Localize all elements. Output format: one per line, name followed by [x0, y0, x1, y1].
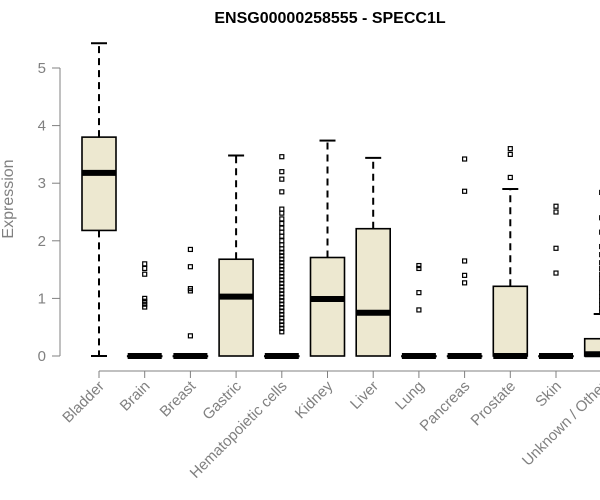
outlier-point	[279, 176, 285, 182]
outlier-point	[279, 233, 285, 239]
box-group	[81, 42, 117, 357]
x-tick-label: Lung	[392, 378, 428, 414]
outlier-point	[553, 203, 559, 209]
plot-area	[81, 42, 600, 359]
box-group	[355, 156, 392, 357]
x-tick-label: Gastric	[199, 377, 245, 423]
outlier-point	[553, 245, 559, 251]
outlier-point	[507, 146, 513, 152]
outlier-point	[416, 262, 422, 269]
box-group	[218, 154, 254, 357]
outlier-point	[279, 206, 285, 212]
x-tick-label: Prostate	[468, 378, 520, 430]
y-axis-label: Expression	[0, 159, 17, 238]
box-iqr	[492, 285, 529, 357]
outlier-point	[416, 290, 422, 296]
outlier-point	[142, 301, 148, 307]
box-group	[446, 156, 483, 359]
box-group	[401, 262, 437, 359]
box-group	[538, 203, 574, 359]
outlier-point	[142, 295, 148, 301]
outlier-point	[279, 225, 285, 231]
outlier-point	[279, 169, 285, 175]
y-tick-label: 0	[38, 348, 46, 365]
outlier-point	[142, 265, 148, 272]
outlier-point	[279, 242, 285, 248]
box-iqr	[81, 136, 117, 232]
outlier-point	[279, 210, 285, 216]
outlier-point	[187, 333, 193, 339]
outlier-point	[553, 209, 559, 215]
box-group	[172, 246, 209, 359]
outlier-point	[187, 246, 193, 253]
box-iqr	[309, 256, 346, 357]
outlier-point	[279, 216, 285, 222]
outlier-point	[462, 258, 468, 264]
outlier-point	[279, 154, 285, 160]
y-axis: 0 1 2 3 4 5	[38, 60, 61, 365]
outlier-point	[142, 304, 148, 310]
x-tick-label: Kidney	[292, 377, 337, 422]
outlier-point	[142, 261, 148, 267]
box-group	[263, 154, 300, 359]
outlier-point	[187, 264, 193, 270]
outlier-point	[142, 298, 148, 304]
box-group	[492, 146, 529, 359]
box-iqr	[355, 227, 392, 357]
x-tick-label: Pancreas	[417, 378, 474, 435]
x-tick-label: Skin	[532, 378, 565, 411]
outlier-point	[279, 220, 285, 227]
box-group	[583, 189, 600, 358]
outlier-point	[416, 265, 422, 272]
outlier-point	[279, 229, 285, 235]
x-tick-label: Liver	[347, 378, 382, 413]
box-group	[126, 261, 163, 359]
y-tick-label: 4	[38, 118, 46, 135]
y-tick-label: 2	[38, 233, 46, 250]
box-iqr	[218, 258, 254, 357]
x-tick-label: Breast	[157, 377, 200, 420]
outlier-point	[507, 151, 513, 157]
x-tick-label: Brain	[117, 378, 154, 415]
outlier-point	[553, 270, 559, 276]
outlier-point	[507, 174, 513, 181]
x-tick-label: Bladder	[59, 378, 108, 427]
outlier-point	[462, 156, 468, 162]
box-group	[309, 139, 346, 357]
outlier-point	[187, 288, 193, 294]
outlier-point	[462, 280, 468, 286]
y-tick-label: 3	[38, 175, 46, 192]
outlier-point	[462, 272, 468, 278]
outlier-point	[462, 188, 468, 194]
y-tick-label: 5	[38, 60, 46, 77]
chart-title: ENSG00000258555 - SPECC1L	[214, 10, 445, 27]
outlier-point	[279, 329, 285, 335]
outlier-point	[416, 307, 422, 313]
outlier-point	[279, 189, 285, 195]
outlier-point	[142, 271, 148, 277]
y-tick-label: 1	[38, 290, 46, 307]
outlier-point	[279, 238, 285, 244]
